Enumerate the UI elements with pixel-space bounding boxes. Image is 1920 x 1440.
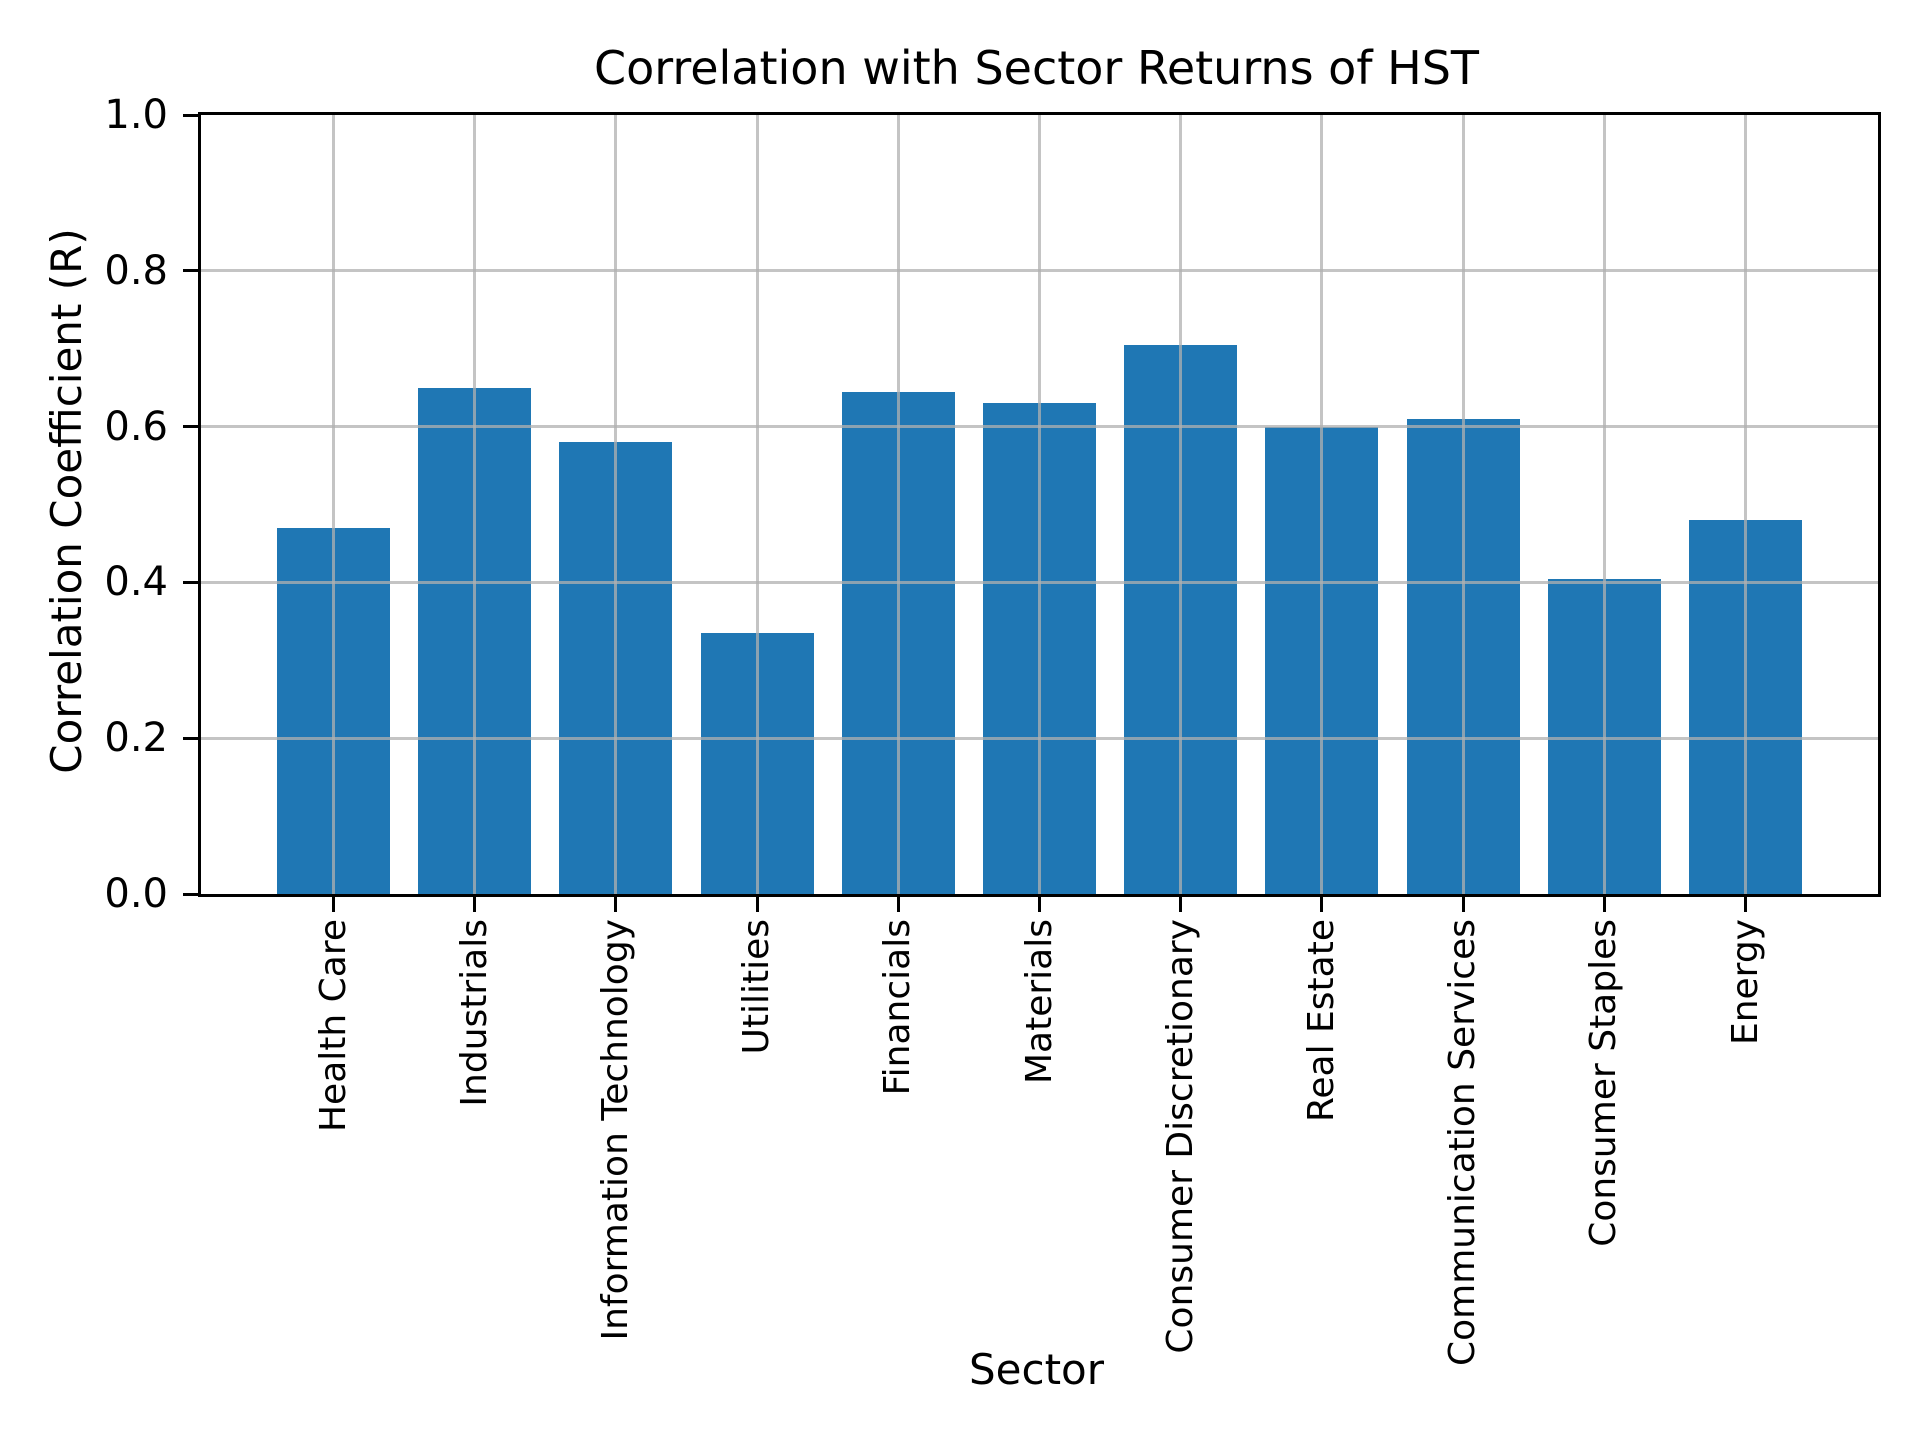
vertical-gridline-financials [896,115,900,894]
x-tick-mark-communication-services [1461,897,1465,912]
x-tick-mark-materials [1038,897,1041,912]
horizontal-gridline-0.8 [201,269,1878,273]
x-tick-mark-real-estate [1320,897,1324,912]
vertical-gridline-consumer-staples [1602,115,1606,894]
y-tick-mark-1.0 [183,113,198,117]
x-tick-mark-health-care [332,897,335,912]
x-tick-mark-industrials [473,897,477,912]
x-tick-label-communication-services: Communication Services [1442,919,1484,1366]
x-axis-title: Sector [968,1345,1105,1394]
vertical-gridline-real-estate [1320,115,1324,894]
vertical-gridline-energy [1744,115,1747,894]
vertical-gridline-communication-services [1461,115,1465,894]
x-tick-mark-energy [1744,897,1747,912]
x-tick-mark-consumer-staples [1602,897,1606,912]
x-tick-mark-financials [896,897,900,912]
x-tick-label-energy: Energy [1724,919,1766,1046]
x-tick-label-materials: Materials [1018,919,1060,1085]
horizontal-gridline-0.4 [201,580,1878,584]
x-tick-label-health-care: Health Care [312,919,354,1133]
x-tick-mark-information-technology [614,897,618,912]
x-tick-mark-utilities [755,897,759,912]
horizontal-gridline-0.6 [201,425,1878,429]
horizontal-gridline-0.2 [201,736,1878,740]
x-tick-label-consumer-staples: Consumer Staples [1583,919,1625,1247]
y-tick-label-1.0: 1.0 [104,92,168,138]
x-tick-label-financials: Financials [877,919,919,1096]
vertical-gridline-materials [1038,115,1041,894]
y-tick-label-0.8: 0.8 [104,247,168,294]
x-tick-label-consumer-discretionary: Consumer Discretionary [1159,919,1201,1354]
x-tick-label-industrials: Industrials [453,919,495,1107]
x-tick-label-information-technology: Information Technology [594,919,636,1341]
x-tick-mark-consumer-discretionary [1179,897,1183,912]
plot-area [198,112,1881,897]
vertical-gridline-utilities [755,115,759,894]
y-tick-label-0.6: 0.6 [104,403,168,450]
x-tick-label-utilities: Utilities [736,919,778,1055]
y-tick-mark-0.2 [183,736,198,740]
x-tick-label-real-estate: Real Estate [1300,919,1342,1122]
vertical-gridline-health-care [332,115,335,894]
y-tick-mark-0.8 [183,269,198,273]
y-tick-label-0.4: 0.4 [104,559,168,606]
y-tick-mark-0.6 [183,425,198,429]
vertical-gridline-industrials [473,115,477,894]
chart-title: Correlation with Sector Returns of HST [593,41,1480,95]
y-tick-mark-0.0 [183,892,198,896]
y-axis-title: Correlation Coefficient (R) [42,228,91,774]
y-tick-label-0.2: 0.2 [104,715,168,762]
vertical-gridline-consumer-discretionary [1179,115,1183,894]
vertical-gridline-information-technology [614,115,618,894]
y-tick-mark-0.4 [183,580,198,584]
y-tick-label-0.0: 0.0 [104,871,168,917]
